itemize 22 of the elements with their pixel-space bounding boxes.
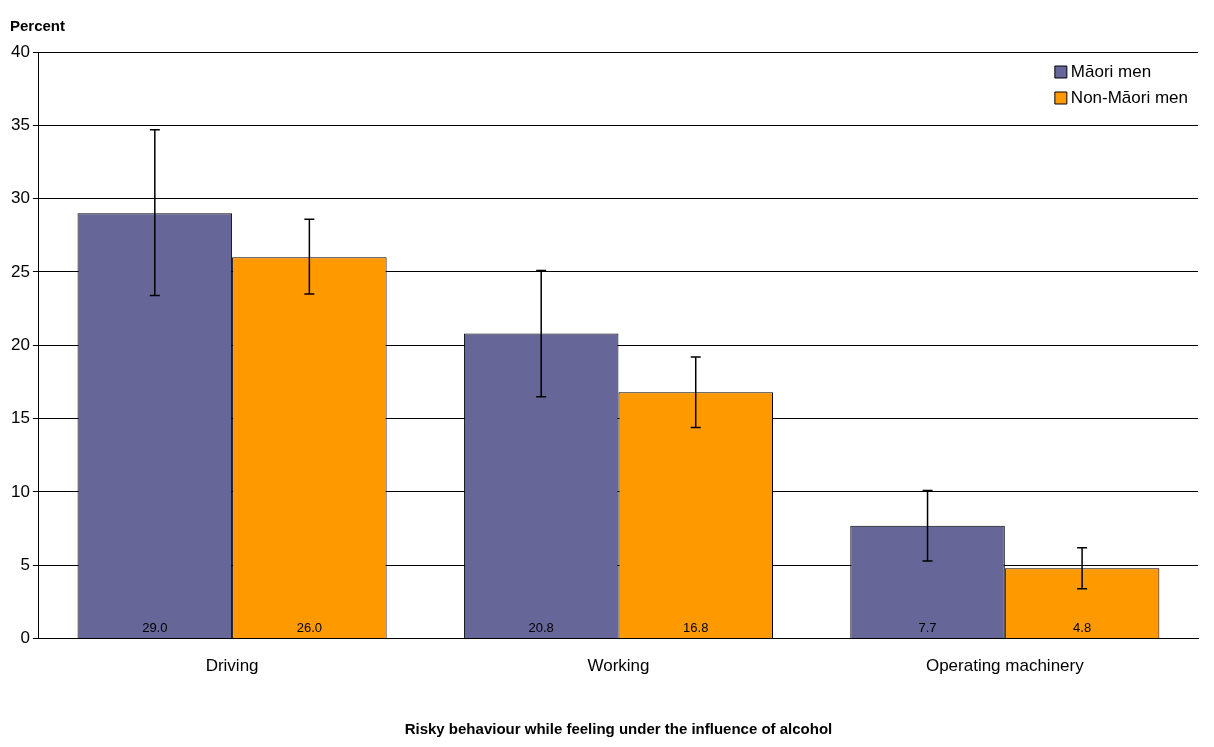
y-tick-label: 10 — [10, 481, 30, 501]
y-tick-label: 35 — [10, 115, 30, 135]
y-tick-label: 40 — [10, 41, 30, 61]
x-tick-label: Operating machinery — [925, 656, 1085, 676]
x-tick-label: Driving — [205, 656, 259, 676]
y-tick-label: 15 — [10, 408, 30, 428]
x-tick-label: Working — [587, 656, 650, 676]
legend-label: Non-Māori men — [1070, 87, 1189, 107]
y-tick-label: 25 — [10, 261, 30, 281]
data-label: 20.8 — [528, 619, 554, 635]
y-tick-label: 0 — [20, 628, 30, 648]
y-axis-title: Percent — [10, 16, 66, 34]
data-label: 7.7 — [918, 619, 937, 635]
data-label: 26.0 — [296, 619, 323, 635]
y-tick-label: 5 — [20, 554, 30, 574]
y-tick-label: 30 — [10, 188, 30, 208]
legend-label: Māori men — [1070, 61, 1152, 81]
data-label: 29.0 — [142, 619, 168, 635]
x-axis-title: Risky behaviour while feeling under the influence of alcohol — [404, 720, 833, 738]
data-label: 16.8 — [683, 619, 709, 635]
data-label: 4.8 — [1073, 619, 1092, 635]
y-tick-label: 20 — [10, 334, 30, 354]
